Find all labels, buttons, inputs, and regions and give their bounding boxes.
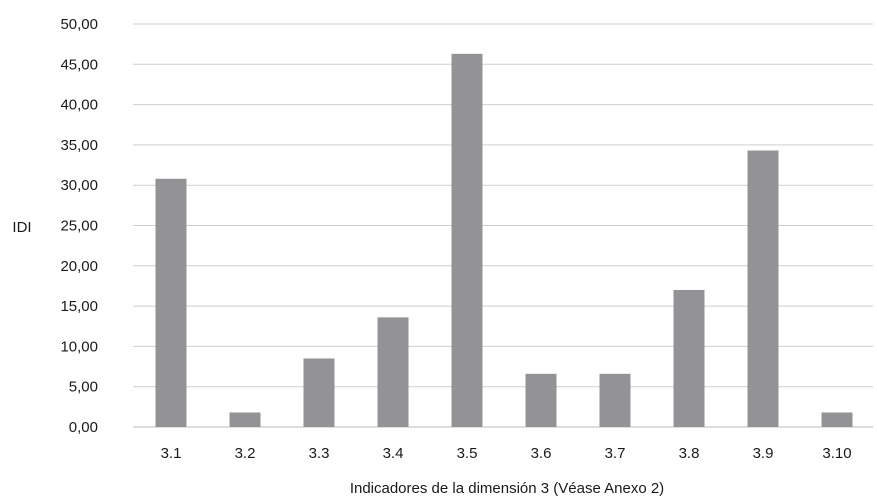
x-tick-label: 3.9: [753, 445, 774, 462]
x-tick-label: 3.4: [383, 445, 404, 462]
y-axis-title: IDI: [12, 219, 31, 236]
y-tick-label: 20,00: [60, 258, 98, 275]
x-tick-label: 3.3: [309, 445, 330, 462]
x-tick-label: 3.8: [679, 445, 700, 462]
y-tick-label: 50,00: [60, 16, 98, 33]
bars-layer: [155, 53, 853, 428]
y-tick-label: 5,00: [69, 379, 98, 396]
bar-3.10: [821, 412, 853, 427]
bar-3.9: [747, 150, 779, 428]
y-tick-label: 35,00: [60, 137, 98, 154]
bar-3.7: [599, 373, 631, 427]
x-tick-label: 3.10: [822, 445, 851, 462]
y-tick-label: 10,00: [60, 338, 98, 355]
y-tick-labels: 0,00 5,00 10,00 15,00 20,00 25,00 30,00 35,00 40…: [60, 16, 98, 436]
bar-3.1: [155, 178, 187, 427]
x-tick-label: 3.7: [605, 445, 626, 462]
bar-3.6: [525, 373, 557, 427]
bar-3.2: [229, 412, 261, 427]
y-tick-label: 40,00: [60, 97, 98, 114]
x-axis-title: Indicadores de la dimensión 3 (Véase Ane…: [350, 480, 664, 497]
x-tick-label: 3.5: [457, 445, 478, 462]
x-tick-label: 3.6: [531, 445, 552, 462]
y-tick-label: 25,00: [60, 218, 98, 235]
y-tick-label: 0,00: [69, 419, 98, 436]
bar-3.5: [451, 53, 483, 428]
bar-3.8: [673, 289, 705, 427]
y-tick-label: 30,00: [60, 177, 98, 194]
bar-3.4: [377, 317, 409, 427]
x-tick-label: 3.2: [235, 445, 256, 462]
y-tick-label: 45,00: [60, 56, 98, 73]
x-tick-labels: 3.1 3.2 3.3 3.4 3.5 3.6 3.7 3.8 3.9 3.10: [161, 445, 852, 462]
grid-layer: [133, 23, 873, 428]
x-tick-label: 3.1: [161, 445, 182, 462]
y-tick-label: 15,00: [60, 298, 98, 315]
bar-3.3: [303, 358, 335, 427]
